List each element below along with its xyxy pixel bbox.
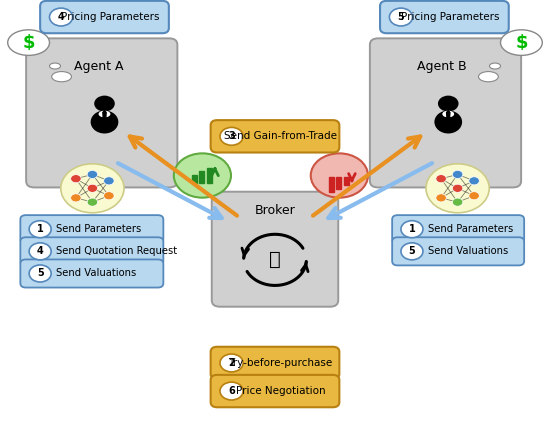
Text: 5: 5 [409,246,415,256]
FancyBboxPatch shape [337,177,342,189]
Circle shape [452,170,463,178]
FancyBboxPatch shape [392,237,524,265]
FancyBboxPatch shape [380,1,509,33]
Polygon shape [447,110,450,121]
Circle shape [174,153,231,198]
Circle shape [220,382,243,400]
Circle shape [50,8,73,26]
Text: 4: 4 [37,246,43,256]
Ellipse shape [8,30,50,55]
FancyBboxPatch shape [211,347,339,379]
FancyBboxPatch shape [392,215,524,243]
Ellipse shape [500,30,542,55]
Ellipse shape [98,111,111,118]
Circle shape [438,95,459,112]
Text: Broker: Broker [255,204,295,217]
FancyBboxPatch shape [20,215,163,243]
FancyBboxPatch shape [192,175,197,183]
Circle shape [87,170,98,178]
Ellipse shape [442,111,454,118]
FancyBboxPatch shape [26,38,177,187]
Text: Agent B: Agent B [417,60,466,72]
Text: Try-before-purchase: Try-before-purchase [228,358,333,368]
Text: 2: 2 [228,358,235,368]
Ellipse shape [490,63,500,69]
Polygon shape [103,110,106,121]
Text: Pricing Parameters: Pricing Parameters [400,12,499,22]
Circle shape [401,243,423,260]
Circle shape [71,194,81,202]
Text: 🤝: 🤝 [269,250,281,269]
FancyBboxPatch shape [212,192,338,307]
FancyBboxPatch shape [207,167,212,183]
Circle shape [452,184,463,192]
Text: 5: 5 [398,12,404,22]
Circle shape [87,198,98,206]
FancyBboxPatch shape [211,375,339,407]
Text: Agent A: Agent A [74,60,124,72]
Text: 4: 4 [58,12,64,22]
FancyBboxPatch shape [344,177,349,185]
Text: Pricing Parameters: Pricing Parameters [60,12,160,22]
FancyBboxPatch shape [211,120,339,153]
Circle shape [29,243,51,260]
Text: 5: 5 [37,268,43,279]
Text: Send Parameters: Send Parameters [428,224,513,234]
Text: 6: 6 [228,386,235,396]
Circle shape [401,221,423,238]
Text: $: $ [23,34,35,52]
Circle shape [469,192,479,200]
Text: Send Gain-from-Trade: Send Gain-from-Trade [224,131,337,141]
Text: $: $ [515,34,527,52]
FancyBboxPatch shape [40,1,169,33]
Circle shape [389,8,412,26]
Circle shape [469,177,479,185]
Circle shape [436,175,447,183]
Circle shape [436,194,447,202]
Text: 3: 3 [228,131,235,141]
Ellipse shape [426,164,490,213]
FancyBboxPatch shape [20,237,163,265]
Circle shape [87,184,98,192]
FancyBboxPatch shape [370,38,521,187]
Ellipse shape [91,110,118,133]
Text: Send Valuations: Send Valuations [56,268,136,279]
Text: 1: 1 [409,224,415,234]
FancyBboxPatch shape [200,171,205,183]
Text: 1: 1 [37,224,43,234]
Circle shape [220,127,243,145]
Ellipse shape [61,164,124,213]
Circle shape [104,177,114,185]
Circle shape [94,95,115,112]
FancyBboxPatch shape [20,259,163,288]
Circle shape [220,354,243,372]
Circle shape [71,175,81,183]
Ellipse shape [434,110,462,133]
Text: Price Negotiation: Price Negotiation [236,386,325,396]
Circle shape [29,221,51,238]
Circle shape [29,265,51,282]
Text: Send Valuations: Send Valuations [428,246,508,256]
Circle shape [452,198,463,206]
Ellipse shape [478,72,498,82]
Circle shape [311,153,368,198]
FancyBboxPatch shape [329,177,334,193]
Ellipse shape [52,72,72,82]
Ellipse shape [50,63,60,69]
Text: Send Quotation Request: Send Quotation Request [56,246,177,256]
Text: Send Parameters: Send Parameters [56,224,141,234]
Circle shape [104,192,114,200]
